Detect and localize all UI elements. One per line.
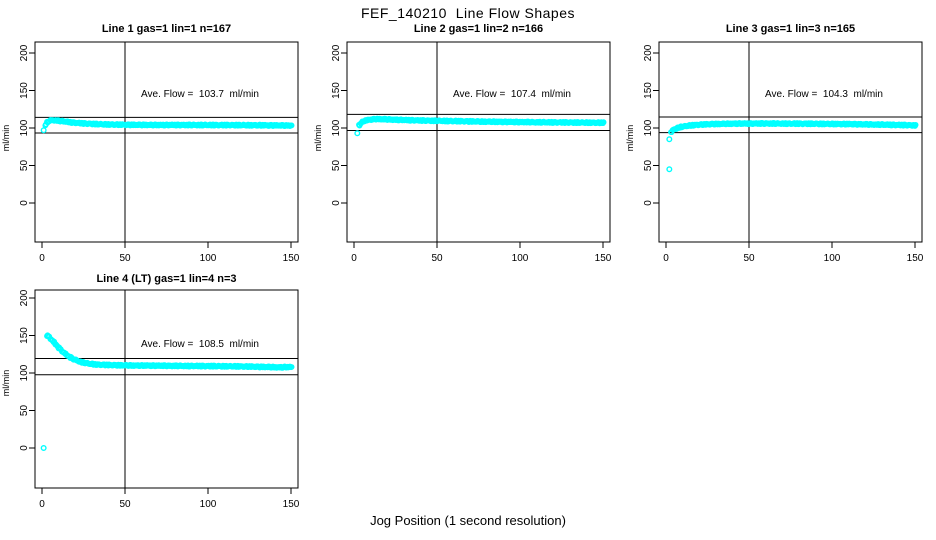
x-axis: 0 50 100 150 <box>351 242 612 264</box>
y-tick-label: 100 <box>19 119 30 136</box>
y-axis: 0 50 100 150 200 <box>331 44 347 206</box>
x-tick-label: 150 <box>283 253 300 264</box>
x-tick-label: 0 <box>663 253 669 264</box>
x-tick-label: 50 <box>119 499 131 510</box>
outlier-point <box>40 127 47 134</box>
x-tick-label: 50 <box>119 253 131 264</box>
y-tick-label: 150 <box>643 82 654 99</box>
x-tick-label: 150 <box>595 253 612 264</box>
data-points <box>40 332 295 451</box>
x-axis: 0 50 100 150 <box>39 242 300 264</box>
y-tick-label: 50 <box>331 160 342 172</box>
panel-line-2: 0 50 100 150 0 50 100 150 200 ml/min Line 2 gas=1… <box>312 20 624 270</box>
panel-line-3: 0 50 100 150 0 50 100 150 200 ml/min Line 3 gas=1… <box>624 20 936 270</box>
y-tick-label: 200 <box>19 44 30 61</box>
x-axis: 0 50 100 150 <box>39 488 300 510</box>
data-points <box>354 115 607 137</box>
y-tick-label: 100 <box>19 364 30 381</box>
y-tick-label: 150 <box>19 82 30 99</box>
panel-title-line-2: Line 2 gas=1 lin=2 n=166 <box>413 23 544 35</box>
x-tick-label: 150 <box>283 499 300 510</box>
x-tick-label: 150 <box>907 253 924 264</box>
y-tick-label: 0 <box>19 200 30 206</box>
plot-box <box>346 41 611 243</box>
data-points <box>40 117 295 134</box>
y-tick-label: 50 <box>19 160 30 172</box>
plot-area-line-1: 0 50 100 150 0 50 100 150 200 ml/min <box>1 41 300 264</box>
x-tick-label: 50 <box>743 253 755 264</box>
data-point <box>288 364 295 370</box>
y-axis-title: ml/min <box>1 370 11 397</box>
panel-line-4: 0 50 100 150 0 50 100 150 200 ml/min Line 4 (LT) … <box>0 270 312 520</box>
panel-title-line-1: Line 1 gas=1 lin=1 n=167 <box>101 23 232 35</box>
x-tick-label: 100 <box>200 253 217 264</box>
plot-area-line-3: 0 50 100 150 0 50 100 150 200 ml/min <box>625 41 924 264</box>
outlier-point <box>666 166 673 173</box>
y-tick-label: 200 <box>643 44 654 61</box>
y-axis: 0 50 100 150 200 <box>19 44 35 206</box>
plot-area-line-2: 0 50 100 150 0 50 100 150 200 ml/min <box>313 41 612 264</box>
y-tick-label: 150 <box>19 327 30 344</box>
y-axis: 0 50 100 150 200 <box>19 289 35 451</box>
panel-title-line-3: Line 3 gas=1 lin=3 n=165 <box>725 23 856 35</box>
x-tick-label: 100 <box>200 499 217 510</box>
outlier-point <box>666 136 673 143</box>
y-tick-label: 50 <box>643 160 654 172</box>
ave-flow-annotation-line-3: Ave. Flow = 104.3 ml/min <box>765 89 883 100</box>
plot-box <box>34 41 299 243</box>
y-axis-title: ml/min <box>313 125 323 152</box>
data-point <box>912 121 919 128</box>
y-tick-label: 200 <box>19 289 30 306</box>
plot-box <box>34 289 299 489</box>
figure-title: FEF_140210 Line Flow Shapes <box>360 5 575 21</box>
y-axis-title: ml/min <box>1 125 11 152</box>
y-tick-label: 50 <box>19 405 30 417</box>
data-points <box>666 120 919 173</box>
x-tick-label: 0 <box>39 253 45 264</box>
y-tick-label: 150 <box>331 82 342 99</box>
x-tick-label: 0 <box>351 253 357 264</box>
y-tick-label: 0 <box>19 445 30 451</box>
ave-flow-annotation-line-1: Ave. Flow = 103.7 ml/min <box>141 89 259 100</box>
plot-area-line-4: 0 50 100 150 0 50 100 150 200 ml/min <box>1 289 300 510</box>
y-tick-label: 100 <box>643 119 654 136</box>
x-tick-label: 100 <box>824 253 841 264</box>
panel-title-line-4: Line 4 (LT) gas=1 lin=4 n=3 <box>96 273 237 285</box>
data-point <box>288 122 295 129</box>
plot-box <box>658 41 923 243</box>
ave-flow-annotation-line-2: Ave. Flow = 107.4 ml/min <box>453 89 571 100</box>
ave-flow-annotation-line-4: Ave. Flow = 108.5 ml/min <box>141 339 259 350</box>
y-axis-title: ml/min <box>625 125 635 152</box>
y-tick-label: 0 <box>331 200 342 206</box>
y-tick-label: 200 <box>331 44 342 61</box>
x-axis: 0 50 100 150 <box>663 242 924 264</box>
x-tick-label: 100 <box>512 253 529 264</box>
x-axis-label: Jog Position (1 second resolution) <box>370 513 566 528</box>
data-point <box>600 119 607 126</box>
outlier-point <box>354 130 361 137</box>
x-tick-label: 0 <box>39 499 45 510</box>
x-tick-label: 50 <box>431 253 443 264</box>
y-tick-label: 100 <box>331 119 342 136</box>
y-axis: 0 50 100 150 200 <box>643 44 659 206</box>
panel-line-1: 0 50 100 150 0 50 100 150 200 ml/min Line 1 gas=1… <box>0 20 312 270</box>
outlier-point <box>40 444 47 451</box>
y-tick-label: 0 <box>643 200 654 206</box>
